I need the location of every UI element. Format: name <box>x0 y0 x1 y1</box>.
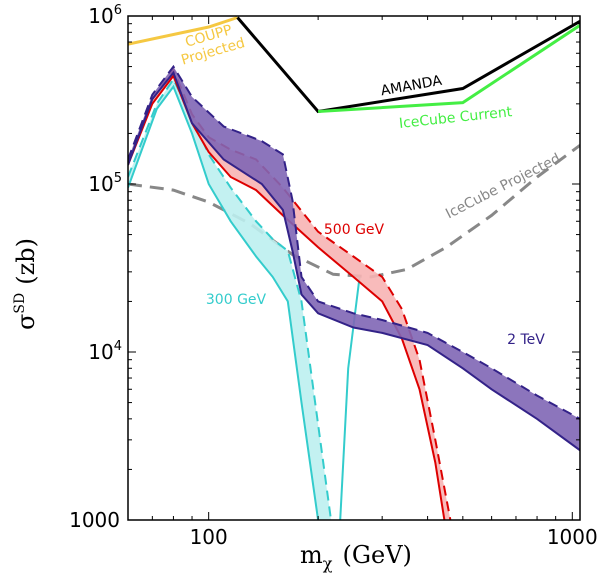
x-axis-title: mχ (GeV) <box>300 541 412 573</box>
300-gev-label: 300 GeV <box>206 292 267 308</box>
icecube-projected-label: IceCube Projected <box>443 151 563 223</box>
amanda-line <box>236 16 580 114</box>
y-tick-label: 106 <box>88 3 122 28</box>
500-gev-label: 500 GeV <box>324 222 385 238</box>
300-gev-band <box>128 79 331 520</box>
x-tick-label: 1000 <box>547 525 598 549</box>
y-tick-label: 104 <box>88 339 122 364</box>
x-tick-label: 100 <box>190 525 228 549</box>
plot-area <box>128 16 580 520</box>
2-tev-band <box>128 66 580 451</box>
300-gev-right-branch <box>339 276 361 520</box>
2-tev-upper-line <box>128 64 580 420</box>
icecube-current-label: IceCube Current <box>398 104 513 132</box>
300-gev-lower-line <box>128 84 320 520</box>
coupp-projected-line <box>128 16 238 46</box>
axes: 100 1000 1000 104 105 106 <box>69 3 598 549</box>
500-gev-band <box>128 69 451 520</box>
2-tev-label: 2 TeV <box>507 332 545 348</box>
icecube-current-line <box>318 24 580 113</box>
y-axis-title: σSD(zb) <box>12 238 40 330</box>
2-tev-lower-line <box>128 70 580 452</box>
coupp-projected-label: COUPPProjected <box>175 20 247 69</box>
plot-frame <box>127 15 581 521</box>
y-tick-label: 1000 <box>69 508 120 532</box>
y-tick-label: 105 <box>88 171 122 196</box>
300-gev-upper-line <box>128 77 332 520</box>
